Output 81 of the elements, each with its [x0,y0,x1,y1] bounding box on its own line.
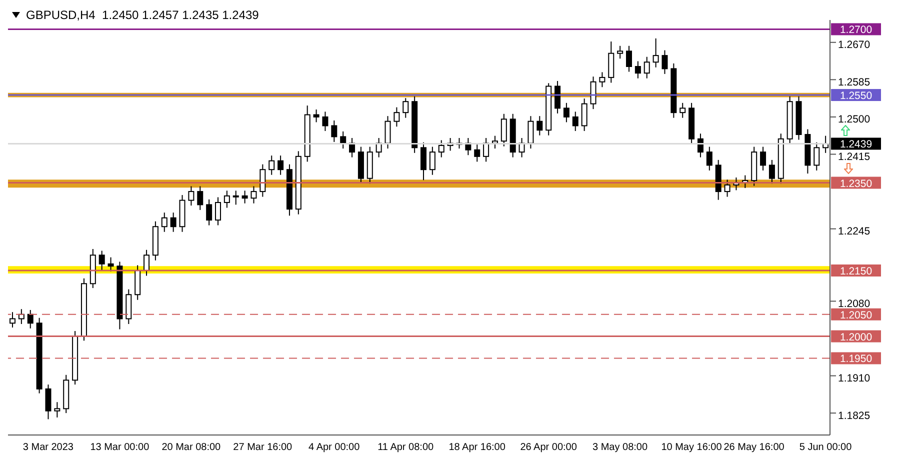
ref-line-label: 1.2000 [840,331,872,344]
candlestick [402,98,409,118]
candlestick [384,116,391,150]
candlestick [232,190,239,206]
candlestick [563,102,570,123]
candlestick [680,102,686,118]
candlestick [617,45,624,60]
candlestick [260,164,266,198]
candlestick [322,111,328,132]
candlestick [420,142,426,181]
candlestick [474,144,480,162]
ref-line-label: 1.2050 [840,309,872,322]
ref-line-label: 1.2439 [840,138,872,151]
candlestick [500,113,507,147]
candlestick [768,159,775,184]
candlestick [331,120,338,142]
candlestick [590,76,596,110]
candlestick [250,186,257,204]
candlestick [206,198,212,226]
candlestick [599,72,606,88]
y-tick-label: 1.2080 [838,298,870,310]
candlestick [313,108,320,123]
x-tick-label: 20 Mar 08:00 [162,442,222,454]
x-tick-label: 26 Apr 00:00 [520,442,578,454]
x-tick-label: 10 May 16:00 [661,442,722,454]
candlestick [161,212,168,232]
ref-line-label: 1.2550 [840,90,872,102]
candlestick [438,140,444,158]
ref-line-label: 1.1950 [840,353,872,366]
y-tick-label: 1.2585 [838,76,870,88]
chart-title: GBPUSD,H4 1.2450 1.2457 1.2435 1.2439 [26,8,259,22]
candlestick [634,60,641,79]
x-tick-label: 4 Apr 00:00 [308,442,360,454]
x-tick-label: 3 May 08:00 [592,442,648,454]
ref-line-label: 1.2150 [840,265,872,278]
candlestick [10,312,16,328]
candlestick [54,402,60,418]
candlestick [278,155,284,176]
candlestick [528,116,534,150]
ref-line-label: 1.2350 [840,178,872,190]
candlestick [429,146,436,176]
y-tick-label: 1.2245 [838,226,870,238]
y-tick-label: 1.1825 [838,410,870,422]
candlestick [188,186,194,206]
candlestick [662,50,668,74]
candlestick [215,196,221,226]
candlestick [724,179,730,198]
candlestick [536,116,543,136]
candlestick [554,80,561,114]
y-tick-label: 1.2415 [838,150,870,163]
candlestick [45,384,52,420]
y-tick-label: 1.2500 [838,114,870,126]
candlestick [27,309,34,329]
candlestick [814,142,820,171]
y-tick-label: 1.2670 [838,39,870,52]
candlestick [108,256,114,272]
x-tick-label: 26 May 16:00 [724,442,785,454]
x-tick-label: 5 Jun 00:00 [799,442,852,454]
candlestick [706,146,712,171]
x-tick-label: 18 Apr 16:00 [448,442,506,454]
candlestick [652,38,659,68]
candlestick [197,186,204,210]
x-tick-label: 13 Mar 00:00 [90,442,150,454]
candlestick [394,106,400,128]
candlestick [626,45,632,72]
y-tick-label: 1.1910 [838,372,870,385]
candlestick [268,155,275,176]
candlestick [224,190,230,208]
candlestick [644,56,650,79]
x-tick-label: 11 Apr 08:00 [378,442,434,454]
ref-line-label: 1.2700 [840,24,872,36]
x-tick-label: 27 Mar 16:00 [233,442,293,454]
candlestick [340,130,346,150]
candlestick [98,250,105,271]
x-tick-label: 3 Mar 2023 [22,442,74,454]
candlestick [581,98,588,132]
candlestick [144,249,150,276]
candlestick [572,111,578,132]
candlestick [242,190,248,204]
candlestick [170,212,176,232]
candlestick [760,146,766,171]
